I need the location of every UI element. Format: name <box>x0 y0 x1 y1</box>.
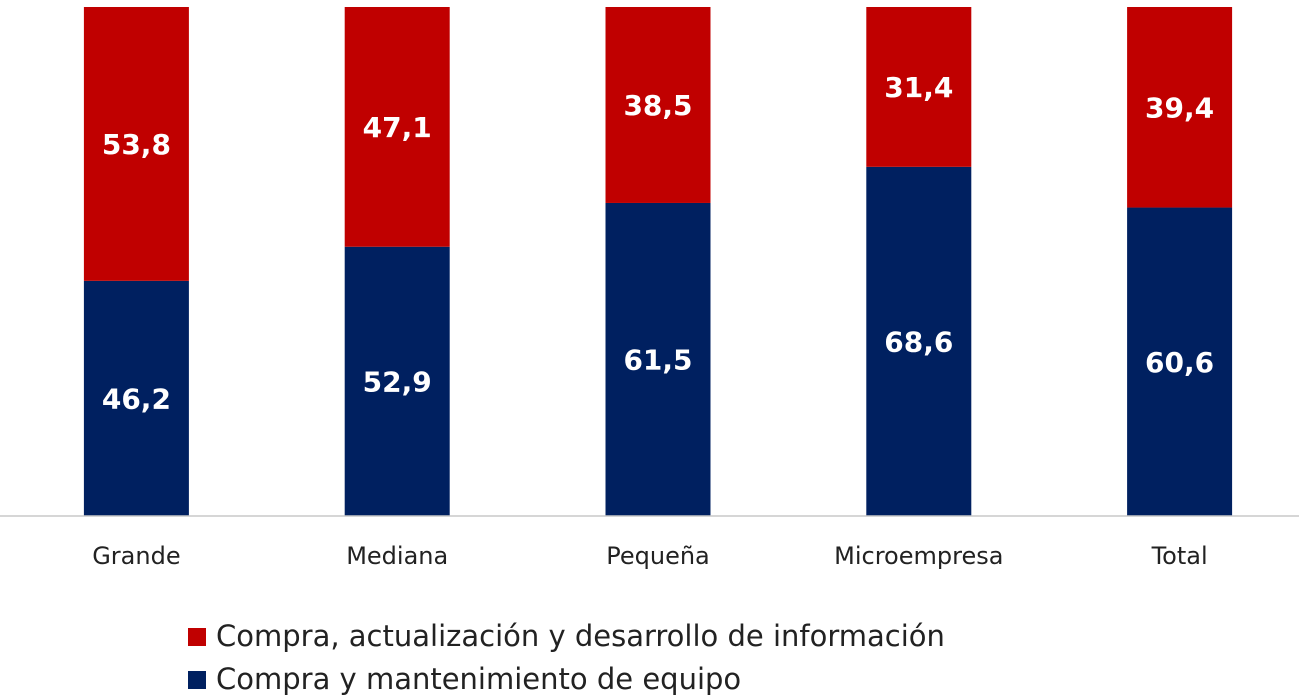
data-label: 46,2 <box>102 382 171 415</box>
data-label: 39,4 <box>1145 91 1214 124</box>
bar-segment <box>1127 207 1233 516</box>
bar-segment <box>344 7 450 247</box>
x-tick-label: Total <box>1151 542 1208 570</box>
data-label: 68,6 <box>884 325 953 358</box>
data-label: 61,5 <box>623 343 692 376</box>
bar-segment <box>344 246 450 516</box>
data-label: 47,1 <box>363 111 432 144</box>
legend-label: Compra y mantenimiento de equipo <box>216 662 741 696</box>
x-tick-label: Grande <box>92 542 180 570</box>
legend-marker <box>188 671 206 689</box>
bar-segment <box>83 7 189 281</box>
bar-segment <box>605 7 711 203</box>
data-label: 38,5 <box>623 89 692 122</box>
data-label: 31,4 <box>884 71 953 104</box>
legend-label: Compra, actualización y desarrollo de in… <box>216 619 945 653</box>
bar-segment <box>1127 7 1233 208</box>
x-tick-label: Mediana <box>346 542 448 570</box>
data-label: 52,9 <box>363 365 432 398</box>
bar-segment <box>866 7 972 167</box>
bar-segment <box>605 202 711 516</box>
legend-marker <box>188 628 206 646</box>
x-tick-label: Microempresa <box>834 542 1003 570</box>
x-tick-label: Pequeña <box>606 542 710 570</box>
data-label: 60,6 <box>1145 346 1214 379</box>
bar-segment <box>866 166 972 517</box>
data-label: 53,8 <box>102 128 171 161</box>
bar-segment <box>83 280 189 516</box>
